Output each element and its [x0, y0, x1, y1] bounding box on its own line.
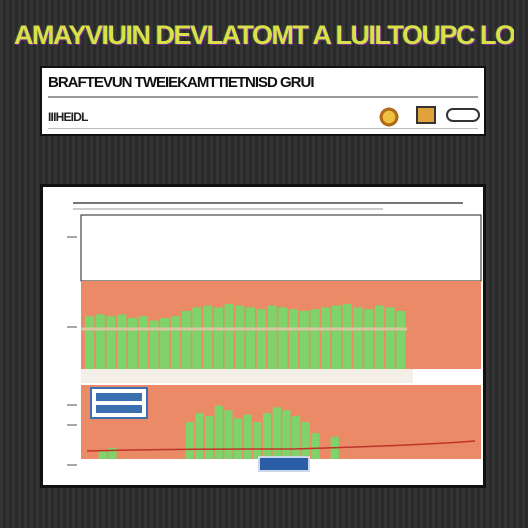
bar-panel-2: [108, 447, 117, 459]
bar-panel-1: [192, 307, 202, 369]
bar-panel-2: [195, 413, 204, 459]
bar-panel-1: [106, 316, 116, 369]
bar-panel-1: [310, 309, 320, 369]
bar-panel-2: [243, 414, 252, 459]
bar-panel-1: [299, 310, 309, 369]
bar-panel-2: [272, 407, 281, 459]
bar-panel-1: [374, 305, 384, 369]
bar-panel-2: [205, 416, 214, 459]
bar-panel-1: [342, 303, 352, 369]
bar-panel-1: [267, 305, 277, 369]
bar-panel-1: [235, 305, 245, 369]
bar-panel-1: [160, 318, 170, 369]
bar-panel-2: [301, 422, 310, 459]
bar-panel-1: [396, 310, 406, 369]
trend-line: [86, 440, 476, 452]
bar-panel-1: [278, 307, 288, 369]
bar-panel-2: [98, 451, 107, 459]
bar-panel-1: [353, 307, 363, 369]
bar-panel-1: [138, 316, 148, 369]
bar-panel-1: [149, 320, 159, 369]
bar-panel-1: [127, 318, 138, 369]
decorative-stamp-icon: [378, 106, 400, 128]
box-icon: [416, 106, 436, 124]
bar-panel-1: [288, 309, 299, 369]
bar-panel-2: [282, 410, 291, 459]
banner-heading: BRAFTEVUN TWEIEKAMTTIETNISD GRUI: [48, 74, 315, 91]
bar-panel-1: [364, 309, 374, 369]
bar-panel-1: [224, 303, 234, 369]
bar-panel-1: [213, 307, 223, 369]
bar-panel-1: [170, 316, 181, 369]
bar-panel-1: [85, 316, 95, 369]
header-banner: BRAFTEVUN TWEIEKAMTTIETNISD GRUI IIIHEID…: [40, 66, 486, 136]
status-badge: [258, 456, 310, 472]
bar-panel-2: [224, 410, 233, 459]
bar-panel-1: [321, 307, 331, 369]
page-title: AMAYVIUIN DEVLATOMT A LUILTOUPC LOASBS: [14, 20, 514, 50]
bar-panel-2: [214, 405, 223, 459]
logo-icon: [446, 108, 480, 122]
bar-panel-2: [292, 416, 301, 459]
bar-panel-2: [185, 422, 194, 459]
bar-panel-1: [117, 314, 127, 369]
chart-panel: [40, 184, 486, 488]
legend-entry-1: [96, 393, 142, 401]
bar-panel-1: [246, 307, 256, 369]
bar-panel-1: [256, 309, 266, 369]
bar-panel-2: [311, 433, 320, 459]
bar-panel-1: [385, 307, 395, 369]
bar-panel-1: [203, 305, 213, 369]
bar-panel-1: [331, 305, 342, 369]
banner-divider: [48, 96, 478, 98]
banner-underline: [48, 128, 478, 129]
bar-panel-1: [181, 310, 191, 369]
chart-svg: [67, 202, 482, 466]
bar-panel-2: [263, 413, 272, 459]
bar-panel-2: [234, 418, 243, 459]
legend-entry-2: [96, 405, 142, 413]
plot-area-top: [80, 214, 482, 282]
banner-subheading: IIIHEIDL: [48, 110, 88, 124]
legend-box: [90, 387, 148, 419]
band-panel-1-footer: [81, 369, 413, 383]
bar-panel-1: [95, 314, 105, 369]
bar-panel-2: [253, 422, 262, 459]
